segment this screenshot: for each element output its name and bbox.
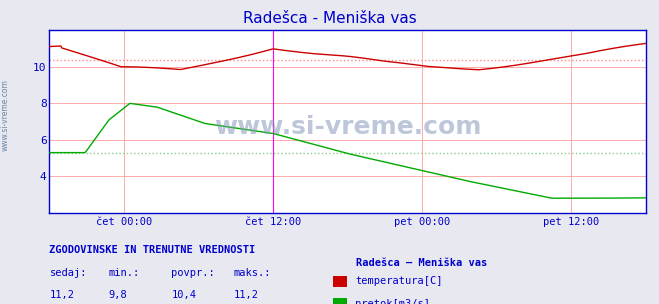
Text: Radešca - Meniška vas: Radešca - Meniška vas xyxy=(243,11,416,26)
Text: maks.:: maks.: xyxy=(234,268,272,278)
Text: povpr.:: povpr.: xyxy=(171,268,215,278)
Text: 11,2: 11,2 xyxy=(234,290,259,300)
Text: sedaj:: sedaj: xyxy=(49,268,87,278)
Text: temperatura[C]: temperatura[C] xyxy=(355,276,443,286)
Text: ZGODOVINSKE IN TRENUTNE VREDNOSTI: ZGODOVINSKE IN TRENUTNE VREDNOSTI xyxy=(49,245,256,255)
Text: 11,2: 11,2 xyxy=(49,290,74,300)
Text: www.si-vreme.com: www.si-vreme.com xyxy=(1,80,10,151)
Text: pretok[m3/s]: pretok[m3/s] xyxy=(355,299,430,304)
Text: Radešca – Meniška vas: Radešca – Meniška vas xyxy=(356,258,487,268)
Text: www.si-vreme.com: www.si-vreme.com xyxy=(214,115,481,139)
Text: min.:: min.: xyxy=(109,268,140,278)
Text: 9,8: 9,8 xyxy=(109,290,127,300)
Text: 10,4: 10,4 xyxy=(171,290,196,300)
